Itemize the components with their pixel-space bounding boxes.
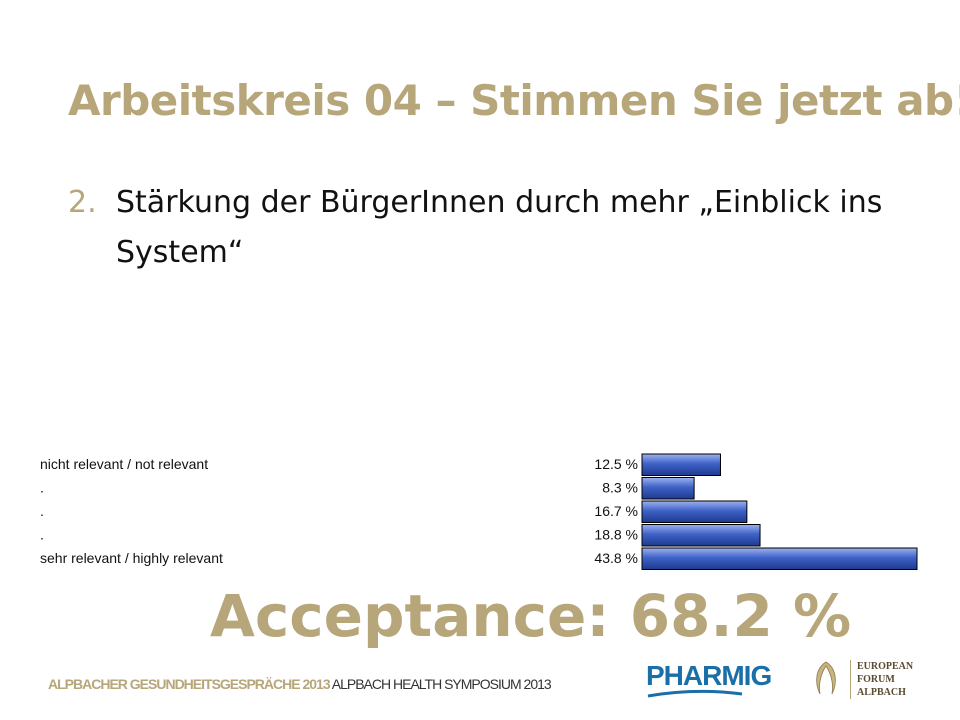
- category-label: .: [40, 503, 44, 519]
- value-label: 8.3 %: [602, 480, 638, 496]
- bar: [641, 477, 695, 500]
- alpbach-emblem-icon: [816, 661, 836, 695]
- pharmig-swoosh-icon: [647, 689, 743, 698]
- category-label: sehr relevant / highly relevant: [40, 550, 223, 566]
- value-label: 16.7 %: [594, 503, 638, 519]
- pharmig-wordmark: PHARMIG: [646, 660, 772, 691]
- efa-line1: EUROPEAN: [857, 661, 914, 672]
- category-label: nicht relevant / not relevant: [40, 456, 208, 472]
- footer-text: ALPBACHER GESUNDHEITSGESPRÄCHE 2013 ALPB…: [48, 676, 552, 692]
- slide-title: Arbeitskreis 04 – Stimmen Sie jetzt ab!: [68, 76, 960, 125]
- survey-bar-chart: nicht relevant / not relevant 12.5 %. 8.3 …: [40, 453, 918, 570]
- category-label: .: [40, 527, 44, 543]
- bar: [641, 547, 918, 570]
- category-label: .: [40, 480, 44, 496]
- footer-part2: ALPBACH HEALTH SYMPOSIUM 2013: [329, 676, 552, 692]
- item-text: Stärkung der BürgerInnen durch mehr „Ein…: [116, 185, 883, 270]
- value-label: 43.8 %: [594, 550, 638, 566]
- bar: [641, 453, 721, 476]
- bar: [641, 500, 748, 523]
- efa-line3: ALPBACH: [857, 687, 906, 698]
- efa-line2: FORUM: [857, 674, 895, 685]
- item-number: 2.: [68, 185, 97, 220]
- bar: [641, 524, 761, 547]
- pharmig-logo: PHARMIG: [646, 660, 772, 700]
- european-forum-alpbach-logo: EUROPEAN FORUM ALPBACH: [806, 656, 926, 706]
- acceptance-result: Acceptance: 68.2 %: [210, 582, 852, 650]
- footer-part1: ALPBACHER GESUNDHEITSGESPRÄCHE 2013: [48, 676, 331, 692]
- value-label: 12.5 %: [594, 456, 638, 472]
- value-label: 18.8 %: [594, 527, 638, 543]
